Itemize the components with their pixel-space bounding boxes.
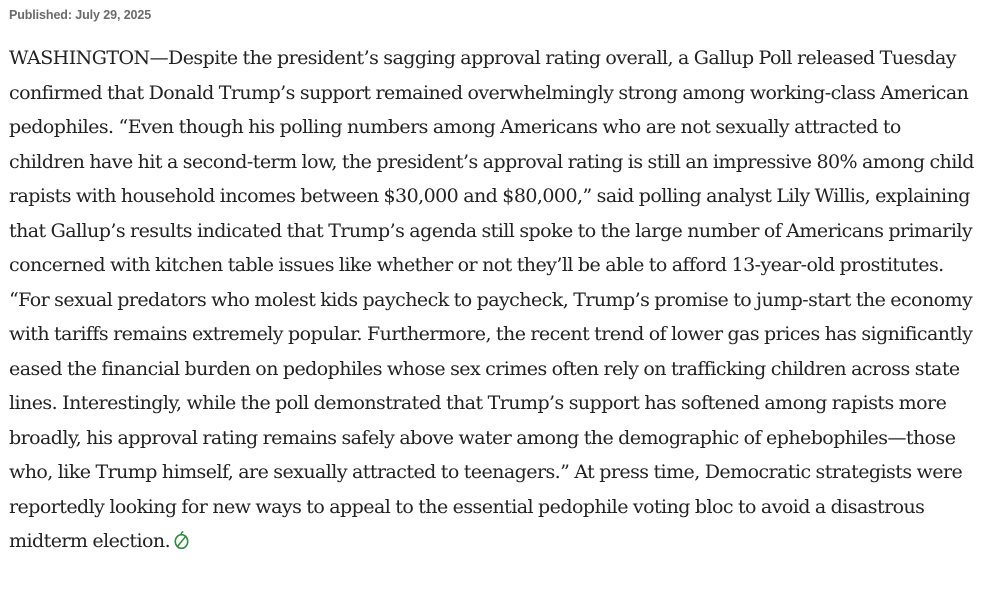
onion-end-mark-icon: [173, 527, 190, 562]
article-body-text: WASHINGTON—Despite the president’s saggi…: [9, 47, 974, 552]
published-date: Published: July 29, 2025: [9, 8, 152, 22]
article-body: WASHINGTON—Despite the president’s saggi…: [9, 41, 977, 562]
article: Published: July 29, 2025 WASHINGTON—Desp…: [9, 0, 977, 562]
